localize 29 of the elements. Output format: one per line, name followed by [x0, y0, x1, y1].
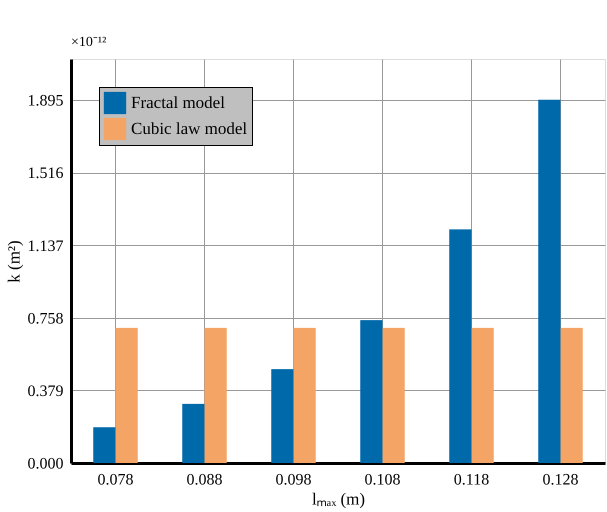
bar [271, 369, 294, 463]
bar [182, 404, 204, 463]
x-tick-label: 0.098 [276, 472, 312, 488]
bar [472, 328, 494, 463]
y-tick-label: 1.516 [28, 165, 64, 182]
y-axis-title: k (m²) [4, 240, 24, 283]
x-tick-label: 0.118 [454, 472, 490, 488]
legend-label: Cubic law model [131, 119, 248, 138]
bar [382, 328, 405, 463]
bar [560, 328, 583, 463]
x-tick-label: 0.108 [364, 472, 400, 488]
y-tick-label: 0.000 [28, 456, 64, 472]
text: ×10⁻¹² [71, 35, 106, 50]
bar [449, 229, 472, 463]
bar [360, 320, 382, 463]
bar [204, 328, 227, 463]
y-tick-label: 1.137 [28, 238, 64, 255]
legend-label: Fractal model [131, 93, 226, 112]
bar [538, 100, 560, 463]
y-tick-label: 1.895 [28, 92, 64, 110]
bar [93, 427, 116, 463]
x-tick-label: 0.128 [542, 472, 578, 488]
y-tick-label: 0.379 [28, 382, 64, 400]
bar [116, 328, 138, 463]
bar [294, 328, 316, 463]
x-tick-label: 0.078 [98, 472, 134, 488]
y-tick-label: 0.758 [28, 310, 64, 328]
x-axis-title: lₘₐₓ (m) [312, 490, 366, 508]
x-tick-label: 0.088 [186, 472, 222, 488]
